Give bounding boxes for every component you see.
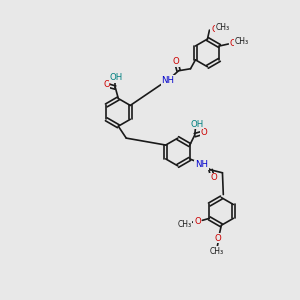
- Text: CH₃: CH₃: [209, 247, 224, 256]
- Text: CH₃: CH₃: [215, 22, 230, 32]
- Text: O: O: [172, 57, 179, 66]
- Text: OH: OH: [110, 73, 123, 82]
- Text: O: O: [230, 38, 237, 47]
- Text: O: O: [215, 234, 222, 243]
- Text: O: O: [103, 80, 110, 89]
- Text: CH₃: CH₃: [234, 37, 248, 46]
- Text: OH: OH: [190, 120, 203, 129]
- Text: CH₃: CH₃: [178, 220, 192, 229]
- Text: O: O: [194, 217, 201, 226]
- Text: O: O: [200, 128, 207, 137]
- Text: O: O: [210, 173, 217, 182]
- Text: O: O: [211, 25, 218, 34]
- Text: NH: NH: [195, 160, 208, 169]
- Text: NH: NH: [161, 76, 174, 85]
